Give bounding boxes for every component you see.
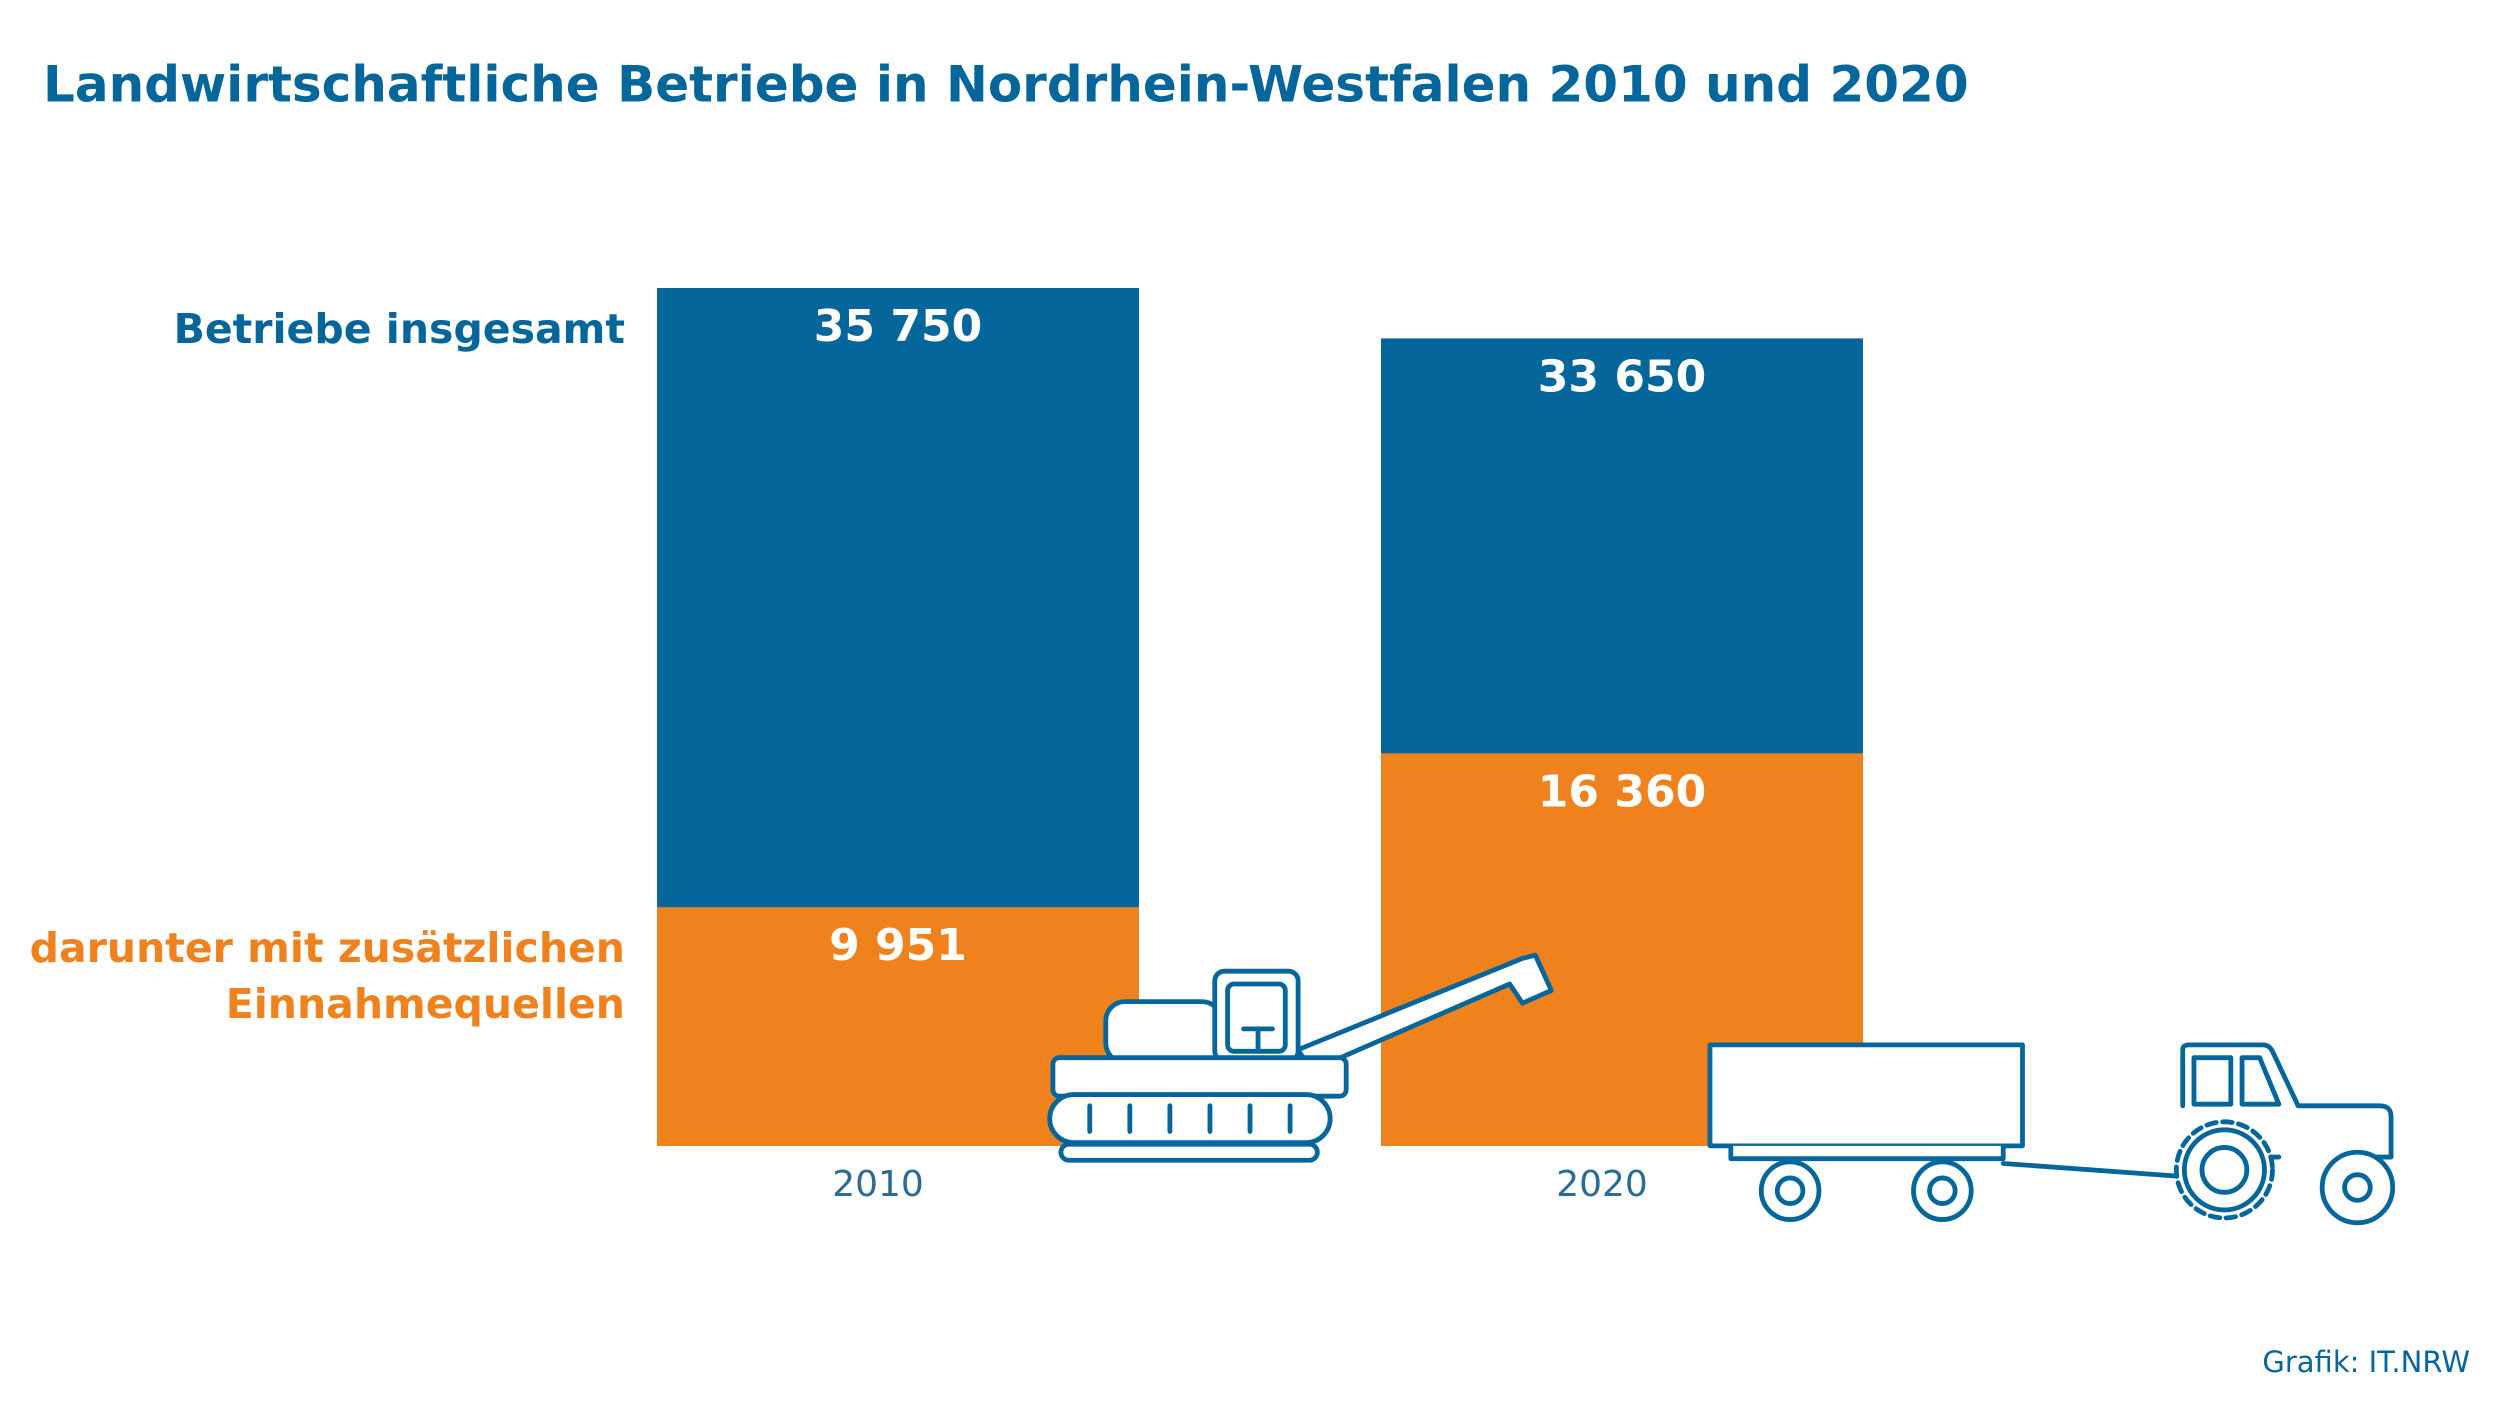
legend-label: Betriebe insgesamt [173, 305, 625, 353]
legend-label: darunter mit zusätzlichen Einnahmequelle… [29, 924, 625, 1029]
value-label: 35 750 [814, 301, 982, 352]
bars: 35 750 33 650 9 951 16 360 2010 2020 [657, 288, 1863, 1205]
tractor-icon [1707, 1042, 2396, 1226]
x-tick-label: 2020 [1556, 1164, 1648, 1205]
harvester-icon [1047, 952, 1554, 1163]
value-label: 9 951 [829, 920, 967, 971]
source: Grafik: IT.NRW [2262, 1345, 2470, 1379]
chart-title: Landwirtschaftliche Betriebe in Nordrhei… [43, 56, 1969, 114]
value-label: 16 360 [1538, 766, 1706, 817]
illustrations [1047, 952, 2396, 1226]
value-label: 33 650 [1538, 351, 1706, 402]
x-tick-label: 2010 [832, 1164, 924, 1205]
